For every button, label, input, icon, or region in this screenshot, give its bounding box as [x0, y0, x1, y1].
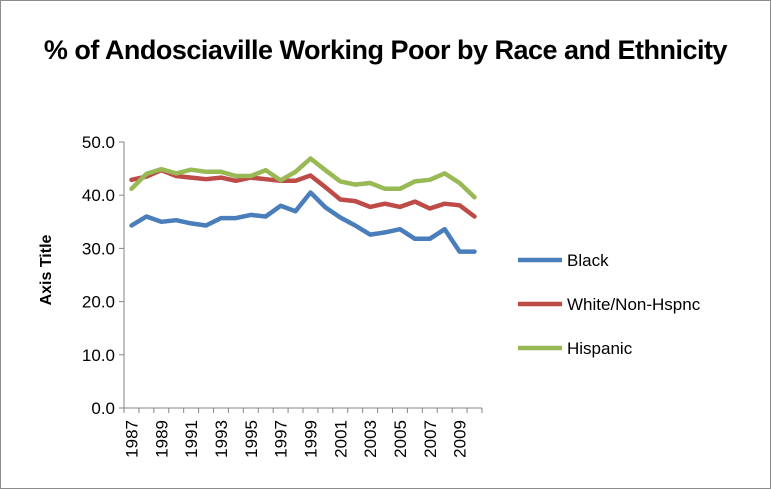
y-tick-labels: 0.0 10.0 20.0 30.0 40.0 50.0: [82, 133, 124, 418]
series-line-black: [129, 190, 477, 254]
x-tick-label: 1989: [152, 420, 171, 458]
x-tick-label: 1997: [272, 420, 291, 458]
x-tick-labels: 1987 1989 1991 1993 1995 1997 1999 2001 2003 2005…: [122, 408, 483, 458]
x-tick-label: 2007: [421, 420, 440, 458]
y-axis-title: Axis Title: [38, 234, 55, 305]
y-tick-label: 50.0: [82, 133, 115, 152]
x-tick-label: 1995: [242, 420, 261, 458]
legend: Black White/Non-Hspnc Hispanic: [518, 251, 701, 358]
y-tick-label: 0.0: [91, 399, 115, 418]
y-tick-label: 40.0: [82, 186, 115, 205]
x-tick-label: 2009: [451, 420, 470, 458]
chart-title: % of Andosciaville Working Poor by Race …: [43, 35, 728, 65]
y-tick-label: 30.0: [82, 239, 115, 258]
x-tick-label: 1991: [182, 420, 201, 458]
x-tick-label: 1993: [212, 420, 231, 458]
series-lines: [129, 156, 477, 254]
y-tick-label: 10.0: [82, 346, 115, 365]
y-tick-label: 20.0: [82, 293, 115, 312]
legend-label-white-non-hspnc: White/Non-Hspnc: [567, 295, 701, 314]
y-axis-title-group: Axis Title: [38, 234, 55, 305]
x-tick-label: 2003: [361, 420, 380, 458]
x-tick-label: 2005: [391, 420, 410, 458]
x-tick-label: 2001: [331, 420, 350, 458]
series-line-white-non-hspnc: [129, 167, 477, 219]
series-line-hispanic: [129, 156, 477, 200]
legend-label-hispanic: Hispanic: [567, 339, 633, 358]
legend-label-black: Black: [567, 251, 609, 270]
x-tick-label: 1999: [301, 420, 320, 458]
x-tick-label: 1987: [122, 420, 141, 458]
